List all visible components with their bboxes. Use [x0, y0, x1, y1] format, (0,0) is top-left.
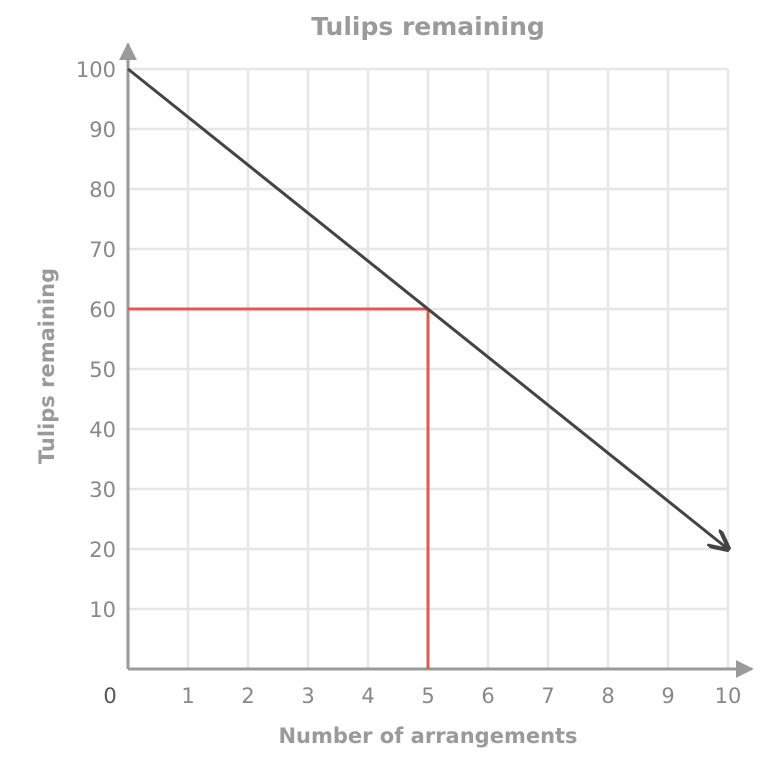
y-tick-label: 90 [89, 118, 116, 142]
x-tick-label: 10 [715, 684, 742, 708]
x-tick-label: 7 [541, 684, 554, 708]
x-tick-label: 8 [601, 684, 614, 708]
y-tick-label: 60 [89, 298, 116, 322]
origin-label: 0 [103, 684, 116, 708]
x-tick-label: 3 [301, 684, 314, 708]
y-tick-label: 80 [89, 178, 116, 202]
axes [119, 42, 754, 678]
y-axis-label: Tulips remaining [35, 268, 59, 464]
y-tick-label: 20 [89, 538, 116, 562]
x-tick-label: 1 [181, 684, 194, 708]
x-tick-label: 9 [661, 684, 674, 708]
y-tick-label: 50 [89, 358, 116, 382]
y-tick-label: 10 [89, 598, 116, 622]
chart-title: Tulips remaining [311, 12, 545, 41]
y-tick-label: 30 [89, 478, 116, 502]
series-line [127, 67, 728, 549]
x-axis-label: Number of arrangements [278, 724, 577, 748]
x-tick-label: 4 [361, 684, 374, 708]
x-tick-label: 2 [241, 684, 254, 708]
guide-lines [128, 307, 430, 669]
x-tick-label: 5 [421, 684, 434, 708]
y-tick-label: 70 [89, 238, 116, 262]
x-tick-label: 6 [481, 684, 494, 708]
y-tick-label: 100 [76, 58, 116, 82]
series [127, 67, 728, 549]
y-tick-label: 40 [89, 418, 116, 442]
tick-labels: 0 1 2 3 4 5 6 7 8 9 10 10 20 30 40 50 60 70 80 90 100 [76, 58, 741, 708]
